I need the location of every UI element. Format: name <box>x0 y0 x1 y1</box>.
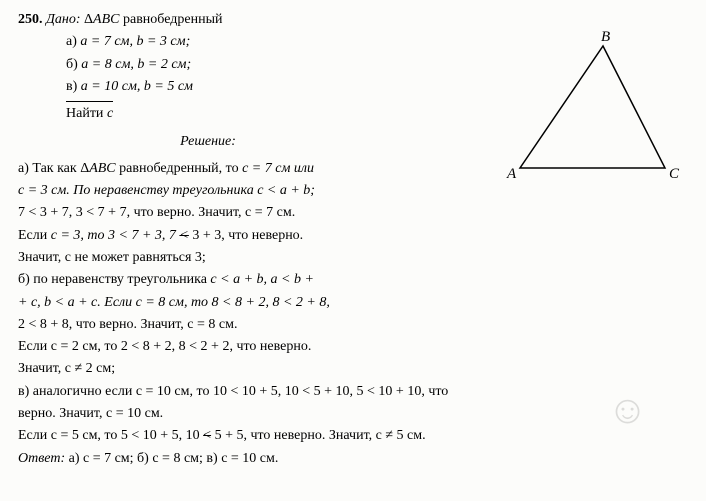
l1c: равнобедренный, то <box>116 161 242 176</box>
item-c-val: a = 10 см, b = 5 см <box>81 79 193 94</box>
answer-row: Ответ: а) c = 7 см; б) c = 8 см; в) c = … <box>18 449 688 469</box>
l6a: б) по неравенству треугольника <box>18 272 210 287</box>
find-var: c <box>107 106 113 121</box>
l2b: c < a + b; <box>257 183 315 198</box>
triangle-svg: B A C <box>505 28 680 193</box>
item-b-val: a = 8 см, b = 2 см; <box>81 57 191 72</box>
answer-text: а) c = 7 см; б) c = 8 см; в) c = 10 см. <box>65 451 278 466</box>
l13b: 5 + 5, что неверно. Значит, c ≠ 5 см. <box>211 428 426 443</box>
given-delta: Δ <box>84 12 93 27</box>
item-c-label: в) <box>66 79 81 94</box>
item-a-label: а) <box>66 34 80 49</box>
l12: верно. Значит, c = 10 см. <box>18 404 688 424</box>
l4a: Если <box>18 228 51 243</box>
given-suffix: равнобедренный <box>119 12 222 27</box>
solution-label: Решение: <box>18 132 398 152</box>
find-label: Найти <box>66 106 107 121</box>
l4c: 3 + 3, что неверно. <box>189 228 303 243</box>
answer-label: Ответ: <box>18 451 65 466</box>
l4b: c = 3, то 3 < 7 + 3, 7 <box>51 228 180 243</box>
given-triangle: ABC <box>93 12 119 27</box>
vertex-c: C <box>669 166 680 182</box>
solution-body: а) Так как ΔABC равнобедренный, то c = 7… <box>18 159 508 380</box>
l11: в) аналогично если c = 10 см, то 10 < 10… <box>18 382 688 402</box>
l2a-var: c = 3 см. По неравенству треугольника <box>18 183 257 198</box>
l6b: c < a + b, a < b + <box>210 272 314 287</box>
l13a: Если c = 5 см, то 5 < 10 + 5, 10 <box>18 428 203 443</box>
vertex-b: B <box>601 29 610 45</box>
l3: 7 < 3 + 7, 3 < 7 + 7, что верно. Значит,… <box>18 203 508 223</box>
l13strike: < <box>203 428 211 443</box>
l10: Значит, c ≠ 2 см; <box>18 359 508 379</box>
l4strike: < <box>179 228 188 243</box>
item-b-label: б) <box>66 57 81 72</box>
item-a-val: a = 7 см, b = 3 см; <box>80 34 190 49</box>
l7: + c, b < a + c. Если c = 8 см, то 8 < 8 … <box>18 293 508 313</box>
vertex-a: A <box>506 166 517 182</box>
l8: 2 < 8 + 8, что верно. Значит, c = 8 см. <box>18 315 508 335</box>
l9: Если c = 2 см, то 2 < 8 + 2, 8 < 2 + 2, … <box>18 337 508 357</box>
l1b: ABC <box>89 161 115 176</box>
l5: Значит, c не может равняться 3; <box>18 248 508 268</box>
triangle-figure: B A C <box>505 28 680 200</box>
l1d: c = 7 см или <box>242 161 314 176</box>
watermark-icon: ☺ <box>607 381 648 439</box>
l1a: а) Так как Δ <box>18 161 89 176</box>
problem-number: 250. <box>18 12 43 27</box>
given-label: Дано: <box>46 12 81 27</box>
triangle-shape <box>520 46 665 168</box>
